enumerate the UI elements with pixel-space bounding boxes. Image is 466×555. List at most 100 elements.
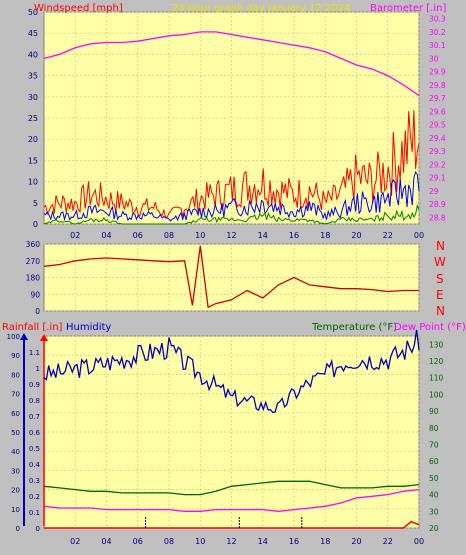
wind-low-series [43,203,420,225]
x-tick-label: 12 [226,537,236,546]
humidity-tick-label: 50 [11,429,20,437]
humidity-tick-label: 70 [11,391,20,399]
temperature-tick-label: 30 [429,507,439,516]
barometer-tick-label: 30 [429,54,439,63]
rainfall-tick-label: 0.9 [29,381,40,389]
wind-gust-series [43,110,420,219]
barometer-tick-label: 29.2 [429,160,446,169]
barometer-tick-label: 29.4 [429,134,446,143]
temperature-tick-label: 100 [429,390,444,399]
windspeed-tick-label: 50 [28,8,38,17]
barometer-tick-label: 29.6 [429,107,446,116]
humidity-tick-label: 60 [11,410,20,418]
x-tick-label: 20 [351,231,361,240]
windspeed-tick-label: 45 [28,29,38,38]
x-tick-label: 16 [289,537,299,546]
temperature-tick-label: 90 [429,407,439,416]
barometer-tick-label: 29 [429,187,439,196]
wind-direction-series [43,245,419,309]
rainfall-axis-arrow [40,334,48,341]
x-tick-label: 20 [351,537,361,546]
rainfall-axis-label: Rainfall [.in] [2,322,63,333]
humidity-tick-label: 0 [16,525,20,533]
compass-s: S [436,272,444,286]
rainfall-tick-label: 0.4 [29,461,41,469]
barometer-tick-label: 30.3 [429,15,446,24]
humidity-axis-label: Humidity [66,322,111,333]
barometer-tick-label: 28.8 [429,213,446,222]
direction-tick-label: 90 [30,290,40,299]
x-tick-label: 00 [414,231,424,240]
rainfall-tick-label: 0.5 [29,445,40,453]
rainfall-tick-label: 0.8 [29,397,40,405]
x-tick-label: 08 [164,537,174,546]
x-tick-label: 12 [226,231,236,240]
rainfall-tick-label: 0.6 [29,429,41,437]
barometer-tick-label: 30.1 [429,41,446,50]
compass-n-top: N [436,239,445,253]
x-tick-label: 06 [133,537,143,546]
direction-tick-label: 270 [26,257,41,266]
temperature-tick-label: 80 [429,424,439,433]
barometer-tick-label: 30.2 [429,28,446,37]
windspeed-tick-label: 30 [28,93,38,102]
x-tick-label: 04 [101,537,111,546]
rainfall-tick-label: 0.1 [29,509,40,517]
temperature-series [43,480,420,496]
windspeed-tick-label: 5 [33,199,38,208]
temperature-tick-label: 70 [429,441,439,450]
windspeed-tick-label: 0 [33,220,38,229]
x-tick-label: 02 [70,537,80,546]
dewpoint-axis-label: Dew Point (°F) [394,322,466,333]
temperature-axis-label: Temperature (°F) [311,322,397,333]
windspeed-tick-label: 15 [28,156,38,165]
humidity-tick-label: 10 [11,506,20,514]
windspeed-tick-label: 40 [28,50,38,59]
windspeed-axis-label: Windspeed [mph] [34,3,123,14]
x-tick-label: 18 [320,231,330,240]
barometer-series [43,31,420,97]
x-tick-label: 16 [289,231,299,240]
x-tick-label: 08 [164,231,174,240]
barometer-axis-label: Barometer [.in] [370,3,446,14]
rainfall-tick-label: 0.7 [29,413,40,421]
barometer-tick-label: 29.3 [429,147,446,156]
windspeed-tick-label: 35 [28,72,38,81]
dewpoint-series [43,488,420,512]
barometer-tick-label: 29.9 [429,68,446,77]
humidity-tick-label: 20 [11,487,20,495]
temperature-tick-label: 40 [429,491,439,500]
temperature-tick-label: 130 [429,340,444,349]
humidity-tick-label: 80 [11,371,20,379]
rainfall-tick-label: 1.1 [29,349,40,357]
x-tick-label: 22 [383,231,393,240]
rainfall-tick-label: 1 [36,365,40,373]
direction-panel: 0 90 180 270 360 [26,240,420,316]
compass-n-bottom: N [436,304,445,318]
barometer-tick-label: 29.1 [429,174,446,183]
windspeed-tick-label: 25 [28,114,38,123]
rainfall-tick-label: 0.2 [29,493,40,501]
compass-w: W [434,255,446,269]
humidity-series [43,329,420,414]
x-tick-label: 10 [195,537,205,546]
x-tick-label: 06 [133,231,143,240]
temperature-tick-label: 50 [429,474,439,483]
barometer-tick-label: 29.5 [429,121,446,130]
rainfall-tick-label: 0.3 [29,477,40,485]
temperature-tick-label: 120 [429,357,444,366]
x-tick-label: 14 [258,537,268,546]
x-tick-label: 10 [195,231,205,240]
x-tick-label: 02 [70,231,80,240]
wind-panel: 0 5 10 15 20 25 30 35 40 45 50 28.8 28.9 29 29.1 29.2 29… [28,8,446,240]
humidity-axis-arrow [20,333,28,340]
humidity-tick-label: 30 [11,467,20,475]
humidity-tick-label: 40 [11,448,20,456]
graph-title: 24 hour graph day January 12 2024 [172,3,350,14]
wind-avg-series [43,170,420,222]
barometer-tick-label: 29.7 [429,94,446,103]
temperature-tick-label: 20 [429,524,439,533]
x-tick-label: 04 [101,231,111,240]
direction-tick-label: 360 [26,240,41,249]
